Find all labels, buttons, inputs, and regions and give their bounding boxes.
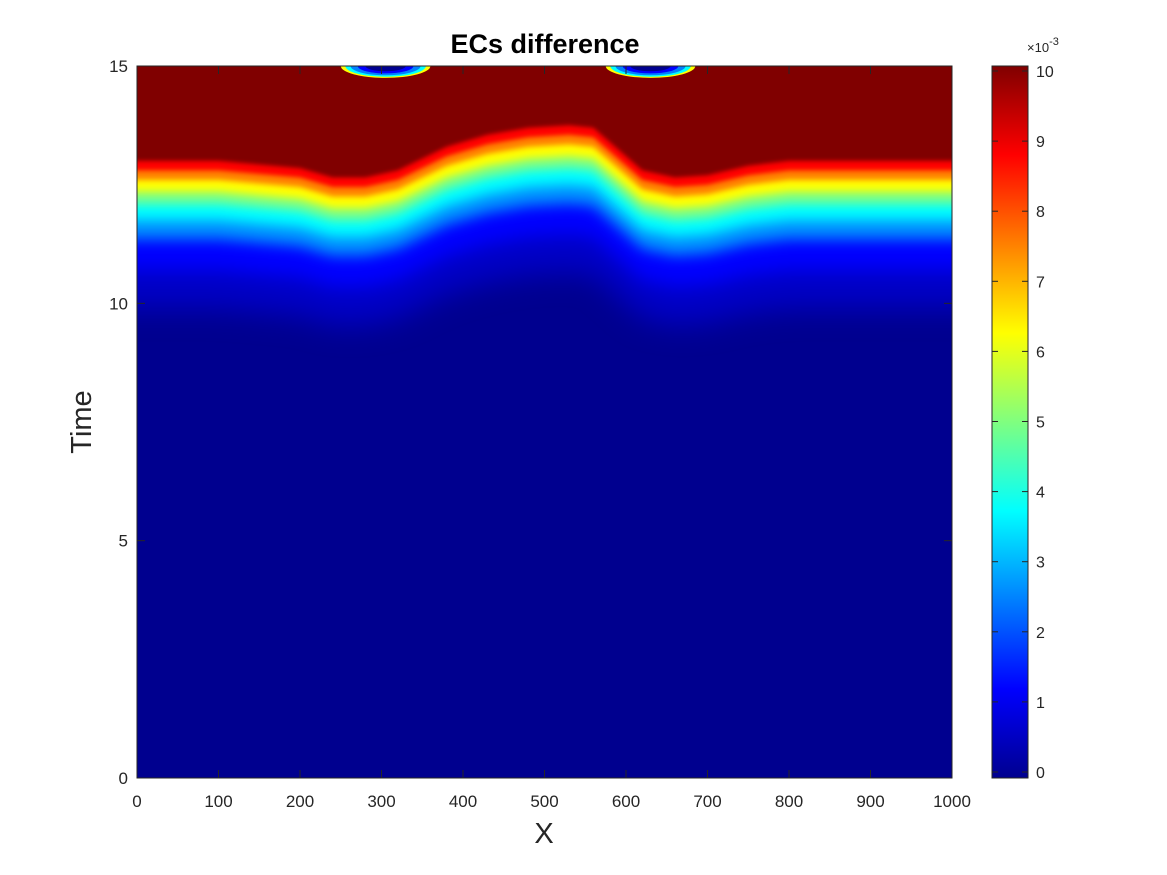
colorbar-tick-label: 8 [1036, 204, 1045, 221]
x-tick-label: 600 [612, 792, 640, 811]
y-tick-label: 10 [109, 294, 128, 313]
x-tick-label: 100 [204, 792, 232, 811]
colorbar-exponent: ×10-3 [1027, 36, 1059, 55]
colorbar-tick-label: 3 [1036, 555, 1045, 572]
colorbar-tick-label: 1 [1036, 695, 1045, 712]
y-tick-label: 0 [119, 769, 128, 788]
x-tick-label: 0 [132, 792, 141, 811]
colorbar-tick-label: 7 [1036, 274, 1045, 291]
colorbar-tick-label: 6 [1036, 344, 1045, 361]
colorbar-tick-label: 0 [1036, 765, 1045, 782]
x-tick-label: 400 [449, 792, 477, 811]
x-tick-label: 1000 [933, 792, 971, 811]
colorbar-tick-label: 2 [1036, 625, 1045, 642]
blue-pocket-1 [365, 66, 406, 72]
x-tick-label: 500 [530, 792, 558, 811]
colorbar-tick-label: 10 [1036, 64, 1054, 81]
heatmap-image [137, 66, 952, 325]
x-tick-label: 200 [286, 792, 314, 811]
colorbar-exponent-base: ×10 [1027, 40, 1049, 55]
colorbar-exponent-power: -3 [1049, 36, 1059, 48]
plot-area [136, 65, 953, 779]
chart-title: ECs difference [450, 29, 639, 59]
x-axis-title: X [534, 818, 553, 850]
x-tick-label: 800 [775, 792, 803, 811]
y-tick-label: 15 [109, 57, 128, 76]
y-axis: 0 5 10 15 [109, 57, 952, 788]
colorbar-tick-label: 5 [1036, 415, 1045, 432]
colorbar-tick-label: 4 [1036, 485, 1045, 502]
x-tick-label: 900 [856, 792, 884, 811]
colorbar-tick-label: 9 [1036, 134, 1045, 151]
x-tick-label: 700 [693, 792, 721, 811]
x-tick-label: 300 [367, 792, 395, 811]
colorbar: 0 1 2 3 4 5 6 7 8 9 10 ×10-3 [991, 36, 1059, 782]
colorbar-ticks: 0 1 2 3 4 5 6 7 8 9 10 [992, 64, 1054, 782]
y-tick-label: 5 [119, 532, 128, 551]
x-axis: 0 100 200 300 400 500 600 700 800 900 1000 [132, 66, 971, 811]
y-axis-title: Time [66, 390, 98, 453]
blue-pocket-2 [630, 66, 671, 72]
